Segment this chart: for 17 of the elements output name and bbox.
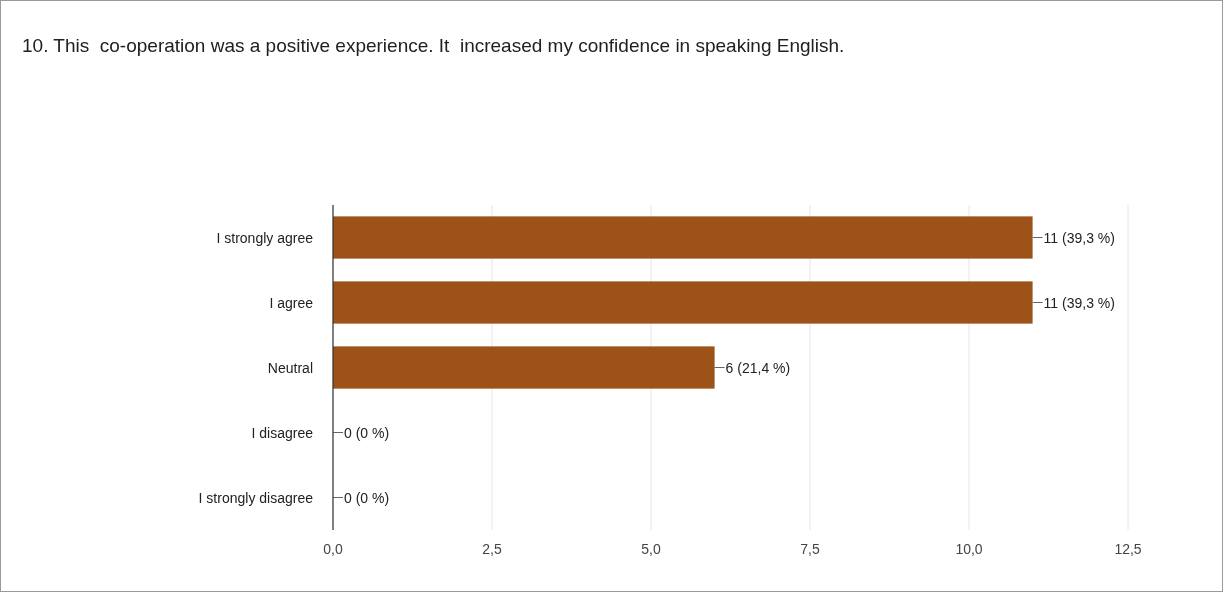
x-tick-label: 5,0	[641, 541, 661, 557]
x-tick-label: 2,5	[482, 541, 502, 557]
data-label: 11 (39,3 %)	[1043, 229, 1115, 246]
y-tick-label: I agree	[269, 294, 314, 311]
y-tick-label: I disagree	[251, 424, 314, 441]
y-tick-label: I strongly agree	[216, 229, 314, 246]
x-tick-label: 0,0	[323, 541, 343, 557]
x-tick-label: 10,0	[955, 541, 983, 557]
data-label: 6 (21,4 %)	[725, 359, 791, 376]
x-tick-label: 12,5	[1114, 541, 1142, 557]
y-tick-label: Neutral	[267, 359, 313, 376]
y-tick-label: I strongly disagree	[198, 489, 314, 506]
x-tick-label: 7,5	[800, 541, 820, 557]
chart-title: 10. This co-operation was a positive experience. It increased my confidence in speaking English.	[22, 35, 845, 56]
data-label: 0 (0 %)	[344, 424, 390, 441]
data-label: 11 (39,3 %)	[1043, 294, 1115, 311]
data-label: 0 (0 %)	[344, 489, 390, 506]
